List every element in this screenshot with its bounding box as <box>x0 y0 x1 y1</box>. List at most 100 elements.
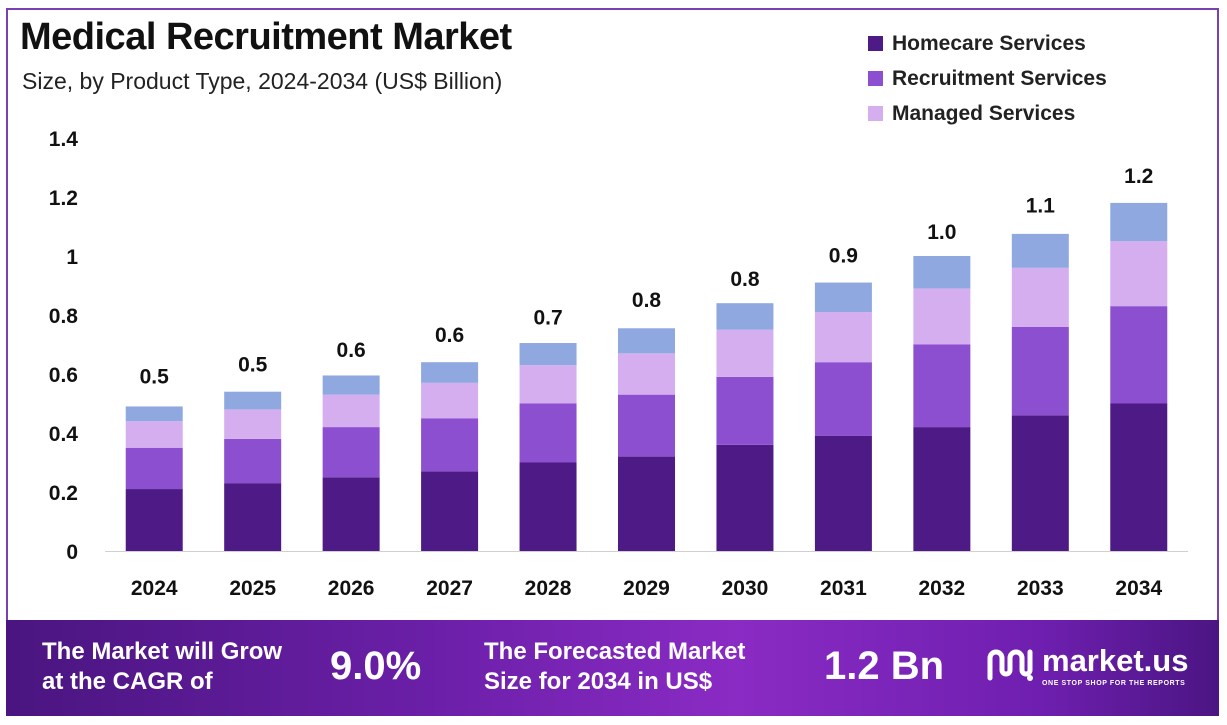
bar-segment-recruitment-services <box>224 438 282 484</box>
x-tick-label: 2026 <box>328 577 375 600</box>
logo-name: market.us <box>1042 643 1189 678</box>
bar-segment-other <box>618 328 675 354</box>
data-label-total: 0.5 <box>238 354 268 377</box>
bar-segment-other <box>421 362 479 383</box>
data-label-total: 1.0 <box>927 221 956 244</box>
forecast-text-line2: Size for 2034 in US$ <box>484 668 713 695</box>
forecast-text-line1: The Forecasted Market <box>484 638 746 665</box>
x-tick-label: 2025 <box>229 577 276 600</box>
bar-segment-other <box>125 406 183 422</box>
bar-segment-other <box>716 303 774 330</box>
bar-segment-managed-services <box>913 288 971 345</box>
bar-segment-homecare-services <box>618 456 675 551</box>
x-tick-label: 2030 <box>722 577 769 600</box>
bar-segment-managed-services <box>618 353 675 395</box>
bar-segment-managed-services <box>814 312 872 363</box>
bar-segment-managed-services <box>519 365 577 404</box>
x-tick-label: 2027 <box>426 577 473 600</box>
bar-segment-managed-services <box>1110 241 1168 307</box>
x-tick-label: 2024 <box>131 577 178 600</box>
legend-item-managed: Managed Services <box>868 96 1107 131</box>
legend-swatch-recruitment <box>868 71 883 86</box>
bar-segment-recruitment-services <box>1110 306 1168 404</box>
bar-segment-homecare-services <box>1110 403 1168 551</box>
y-tick-label: 1.2 <box>49 187 78 210</box>
market-us-logo: market.us ONE STOP SHOP FOR THE REPORTS <box>986 644 1188 687</box>
y-tick-label: 1 <box>66 246 78 269</box>
market-us-logo-icon <box>987 649 1033 681</box>
legend-item-homecare: Homecare Services <box>868 26 1107 61</box>
bar-segment-other <box>224 391 282 410</box>
bar-segment-homecare-services <box>224 483 282 551</box>
y-tick-label: 0.4 <box>49 423 79 446</box>
bar-segment-recruitment-services <box>814 362 872 436</box>
bar-segment-managed-services <box>322 394 380 428</box>
data-label-total: 0.7 <box>533 307 562 330</box>
bar-segment-managed-services <box>716 329 774 377</box>
legend-label-recruitment: Recruitment Services <box>892 66 1107 90</box>
legend-label-homecare: Homecare Services <box>892 31 1086 55</box>
forecast-value: 1.2 Bn <box>824 644 945 688</box>
legend-swatch-homecare <box>868 36 883 51</box>
x-tick-label: 2029 <box>623 577 670 600</box>
bar-segment-recruitment-services <box>618 394 675 457</box>
chart-subtitle: Size, by Product Type, 2024-2034 (US$ Bi… <box>22 68 503 94</box>
bar-segment-homecare-services <box>716 444 774 551</box>
data-label-total: 1.1 <box>1026 194 1056 217</box>
bar-segment-other <box>1110 202 1168 242</box>
bar-segment-managed-services <box>1011 267 1069 327</box>
bar-segment-homecare-services <box>913 427 971 551</box>
legend: Homecare Services Recruitment Services M… <box>868 26 1107 131</box>
bar-segment-homecare-services <box>421 471 479 551</box>
data-label-total: 0.9 <box>829 245 858 268</box>
bar-segment-other <box>322 375 380 395</box>
x-tick-label: 2034 <box>1115 577 1162 600</box>
logo-tagline: ONE STOP SHOP FOR THE REPORTS <box>1042 680 1186 687</box>
data-label-total: 0.5 <box>140 366 170 389</box>
bar-segment-homecare-services <box>519 462 577 551</box>
bar-segment-recruitment-services <box>322 427 380 478</box>
y-tick-label: 0 <box>66 541 78 564</box>
bar-segment-managed-services <box>421 382 479 419</box>
legend-swatch-managed <box>868 106 883 121</box>
data-label-total: 0.8 <box>730 268 760 291</box>
bar-segment-homecare-services <box>322 477 380 551</box>
cagr-value: 9.0% <box>330 644 422 688</box>
bar-segment-other <box>1011 233 1069 268</box>
x-tick-label: 2033 <box>1017 577 1064 600</box>
cagr-text-line2: at the CAGR of <box>42 668 213 695</box>
cagr-text: The Market will Grow at the CAGR of <box>42 637 282 697</box>
x-tick-label: 2028 <box>525 577 572 600</box>
x-tick-label: 2032 <box>919 577 966 600</box>
bar-segment-homecare-services <box>125 489 183 551</box>
data-label-total: 1.2 <box>1124 165 1153 188</box>
bar-segment-other <box>519 343 577 366</box>
legend-label-managed: Managed Services <box>892 101 1076 125</box>
bar-segment-recruitment-services <box>519 403 577 463</box>
cagr-text-line1: The Market will Grow <box>42 638 283 665</box>
bar-chart: 0 0.2 0.4 0.6 0.8 1 1.2 1.4 0.5 2024 0.5 2025 0.6 202… <box>49 128 1188 600</box>
bar-segment-other <box>814 282 872 313</box>
bar-segment-recruitment-services <box>716 376 774 445</box>
bar-segment-homecare-services <box>1011 415 1069 551</box>
data-label-total: 0.6 <box>435 324 464 347</box>
summary-banner <box>6 620 1219 716</box>
bar-segment-homecare-services <box>814 435 872 551</box>
bar-segment-recruitment-services <box>125 447 183 490</box>
chart-title: Medical Recruitment Market <box>20 16 512 58</box>
y-tick-label: 0.8 <box>49 305 79 328</box>
forecast-text: The Forecasted Market Size for 2034 in U… <box>484 637 745 697</box>
bar-segment-other <box>913 256 971 289</box>
y-tick-label: 1.4 <box>49 128 79 151</box>
bar-segment-recruitment-services <box>1011 326 1069 416</box>
x-tick-label: 2031 <box>820 577 867 600</box>
bar-segment-managed-services <box>224 409 282 439</box>
legend-item-recruitment: Recruitment Services <box>868 61 1107 96</box>
bar-segment-managed-services <box>125 421 183 448</box>
data-label-total: 0.6 <box>337 339 366 362</box>
data-label-total: 0.8 <box>632 289 662 312</box>
bar-segment-recruitment-services <box>421 418 479 472</box>
y-tick-label: 0.2 <box>49 482 78 505</box>
y-tick-label: 0.6 <box>49 364 78 387</box>
bar-segment-recruitment-services <box>913 344 971 428</box>
